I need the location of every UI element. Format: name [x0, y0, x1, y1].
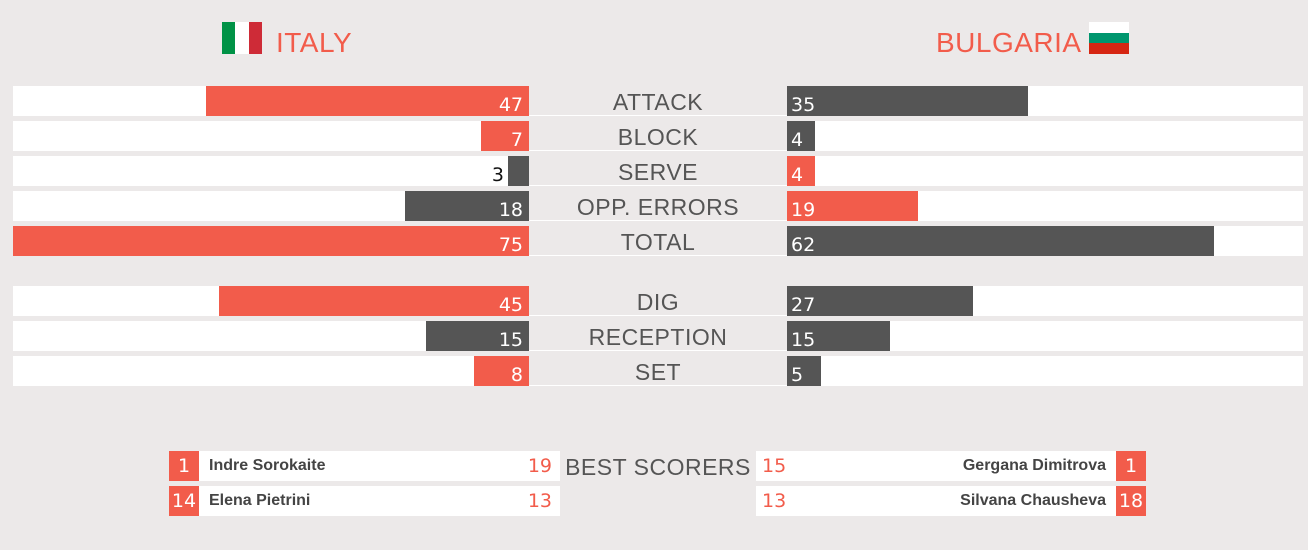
away-bar-track: 27	[787, 286, 1303, 316]
divider	[529, 385, 787, 386]
away-value: 4	[791, 164, 804, 186]
stat-label: BLOCK	[617, 124, 699, 150]
away-bar-track: 35	[787, 86, 1303, 116]
home-bar	[405, 191, 529, 221]
player-number: 18	[1116, 486, 1146, 516]
away-value: 5	[791, 364, 804, 386]
home-value: 7	[510, 129, 523, 151]
away-value: 27	[791, 294, 816, 316]
best-scorers-label: BEST SCORERS	[565, 454, 751, 480]
away-value: 15	[791, 329, 816, 351]
away-team-name: BULGARIA	[936, 27, 1082, 58]
home-bar-track: 3	[13, 156, 529, 186]
home-bar-track: 15	[13, 321, 529, 351]
away-bar	[787, 226, 1214, 256]
player-number: 14	[169, 486, 199, 516]
flag-stripe	[1089, 32, 1129, 44]
home-bar-track: 8	[13, 356, 529, 386]
stat-row-attack: 47 ATTACK 35	[0, 86, 1308, 116]
home-bar	[206, 86, 529, 116]
home-scorer-row: 14 Elena Pietrini 13	[169, 486, 560, 516]
home-bar	[426, 321, 529, 351]
flag-stripe	[235, 22, 249, 54]
home-bar	[474, 356, 529, 386]
divider	[529, 185, 787, 186]
home-bar-track: 45	[13, 286, 529, 316]
stat-label: RECEPTION	[588, 324, 728, 350]
home-bar	[219, 286, 529, 316]
flag-stripe	[248, 22, 262, 54]
divider	[529, 315, 787, 316]
away-value: 4	[791, 129, 804, 151]
home-bar-track: 75	[13, 226, 529, 256]
away-bar-track: 19	[787, 191, 1303, 221]
home-value: 18	[498, 199, 523, 221]
stat-label: OPP. ERRORS	[576, 194, 740, 220]
divider	[529, 150, 787, 151]
stat-label: DIG	[636, 289, 680, 315]
away-bar-track: 4	[787, 121, 1303, 151]
player-name: Elena Pietrini	[209, 492, 311, 509]
away-bar-track: 4	[787, 156, 1303, 186]
away-scorer-row: 13 Silvana Chausheva 18	[756, 486, 1146, 516]
stat-label: SET	[634, 359, 682, 385]
stat-row-serve: 3 SERVE 4	[0, 156, 1308, 186]
home-value: 47	[498, 94, 523, 116]
stat-row-set: 8 SET 5	[0, 356, 1308, 386]
away-bar-track: 15	[787, 321, 1303, 351]
home-team-name: ITALY	[276, 27, 353, 58]
player-name: Silvana Chausheva	[960, 492, 1106, 509]
away-value: 35	[791, 94, 816, 116]
home-scorer-row: 1 Indre Sorokaite 19	[169, 451, 560, 481]
away-bar-track: 62	[787, 226, 1303, 256]
flag-stripe	[1089, 43, 1129, 55]
home-value: 15	[498, 329, 523, 351]
home-bar	[508, 156, 529, 186]
bulgaria-flag-icon	[1089, 22, 1129, 55]
player-name: Gergana Dimitrova	[962, 457, 1106, 474]
home-value: 75	[498, 234, 523, 256]
stat-row-block: 7 BLOCK 4	[0, 121, 1308, 151]
away-value: 19	[791, 199, 816, 221]
away-scorer-row: 15 Gergana Dimitrova 1	[756, 451, 1146, 481]
divider	[529, 220, 787, 221]
home-bar-track: 47	[13, 86, 529, 116]
divider	[529, 255, 787, 256]
stat-label: TOTAL	[620, 229, 696, 255]
away-value: 62	[791, 234, 816, 256]
home-value: 45	[498, 294, 523, 316]
flag-stripe	[222, 22, 236, 54]
away-bar	[787, 356, 821, 386]
stat-label: SERVE	[617, 159, 699, 185]
away-bar-track: 5	[787, 356, 1303, 386]
away-bar	[787, 321, 890, 351]
stat-row-total: 75 TOTAL 62	[0, 226, 1308, 256]
away-bar	[787, 286, 973, 316]
away-bar	[787, 86, 1028, 116]
stat-label: ATTACK	[612, 89, 704, 115]
player-number: 1	[169, 451, 199, 481]
player-points: 13	[762, 490, 787, 512]
flag-stripe	[1089, 22, 1129, 33]
home-value: 3	[491, 164, 504, 186]
away-bar	[787, 156, 815, 186]
divider	[529, 115, 787, 116]
player-name: Indre Sorokaite	[209, 457, 326, 474]
stat-row-dig: 45 DIG 27	[0, 286, 1308, 316]
player-points: 19	[527, 455, 552, 477]
italy-flag-icon	[222, 22, 262, 54]
stat-row-opp-errors: 18 OPP. ERRORS 19	[0, 191, 1308, 221]
player-number: 1	[1116, 451, 1146, 481]
home-bar	[481, 121, 529, 151]
away-bar	[787, 121, 815, 151]
away-bar	[787, 191, 918, 221]
divider	[529, 350, 787, 351]
player-points: 15	[762, 455, 787, 477]
home-bar-track: 7	[13, 121, 529, 151]
player-points: 13	[527, 490, 552, 512]
home-bar	[13, 226, 529, 256]
stat-row-reception: 15 RECEPTION 15	[0, 321, 1308, 351]
home-bar-track: 18	[13, 191, 529, 221]
home-value: 8	[510, 364, 523, 386]
